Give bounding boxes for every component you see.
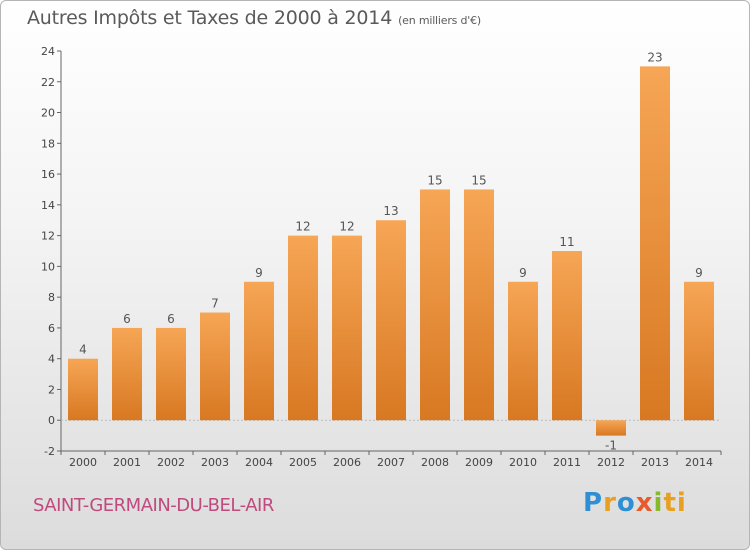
y-tick-label: 2	[48, 383, 55, 396]
x-tick-label: 2012	[597, 456, 625, 469]
bar	[684, 281, 714, 421]
data-label: -1	[605, 439, 617, 453]
y-tick-label: 6	[48, 322, 55, 335]
y-tick-label: 22	[41, 76, 55, 89]
bar	[596, 420, 626, 436]
bar	[420, 189, 450, 421]
place-name: SAINT-GERMAIN-DU-BEL-AIR	[33, 495, 274, 516]
y-tick-label: 10	[41, 260, 55, 273]
y-tick-label: 16	[41, 168, 55, 181]
logo-letter: i	[653, 488, 664, 518]
logo-letter: o	[616, 488, 636, 518]
data-label: 9	[519, 266, 527, 280]
x-tick-label: 2000	[69, 456, 97, 469]
bar	[640, 66, 670, 421]
logo-letter: x	[635, 488, 654, 518]
x-tick-label: 2004	[245, 456, 273, 469]
data-label: 6	[123, 312, 131, 326]
bar	[464, 189, 494, 421]
bar	[508, 281, 538, 421]
y-tick-label: 4	[48, 353, 55, 366]
x-tick-label: 2005	[289, 456, 317, 469]
chart-unit: (en milliers d'€)	[398, 14, 481, 27]
bars	[68, 66, 714, 436]
proxiti-logo: Proxiti	[583, 488, 687, 518]
y-tick-label: -2	[44, 445, 55, 458]
data-label: 6	[167, 312, 175, 326]
x-tick-label: 2013	[641, 456, 669, 469]
bar	[376, 220, 406, 421]
y-tick-label: 14	[41, 199, 55, 212]
bar	[288, 235, 318, 421]
data-label: 15	[471, 173, 486, 187]
bar	[112, 327, 142, 421]
data-label: 9	[695, 266, 703, 280]
data-label: 23	[647, 50, 662, 64]
bar	[244, 281, 274, 421]
data-label: 7	[211, 297, 219, 311]
data-label: 4	[79, 343, 87, 357]
y-tick-label: 24	[41, 45, 55, 58]
data-labels: 4 6 6 7 9 12 12 13 15 15 9 11 -1 23 9	[79, 50, 703, 452]
x-tick-label: 2003	[201, 456, 229, 469]
y-tick-label: 12	[41, 230, 55, 243]
y-tick-label: 0	[48, 414, 55, 427]
data-label: 13	[383, 204, 398, 218]
x-tick-label: 2006	[333, 456, 361, 469]
bar	[552, 251, 582, 421]
logo-letter: r	[603, 488, 617, 518]
logo-letter: ti	[663, 488, 687, 518]
bar	[156, 327, 186, 421]
y-tick-label: 18	[41, 137, 55, 150]
x-tick-label: 2009	[465, 456, 493, 469]
bar	[200, 312, 230, 421]
data-label: 12	[339, 220, 354, 234]
bar	[68, 358, 98, 421]
data-label: 11	[559, 235, 574, 249]
x-tick-label: 2010	[509, 456, 537, 469]
data-label: 9	[255, 266, 263, 280]
x-tick-label: 2001	[113, 456, 141, 469]
logo-letter: P	[583, 488, 604, 518]
x-tick-label: 2014	[685, 456, 713, 469]
data-label: 15	[427, 173, 442, 187]
x-tick-label: 2007	[377, 456, 405, 469]
chart-title-text: Autres Impôts et Taxes de 2000 à 2014	[27, 7, 393, 29]
data-label: 12	[295, 220, 310, 234]
bar	[332, 235, 362, 421]
chart-title: Autres Impôts et Taxes de 2000 à 2014 (en…	[27, 7, 481, 29]
x-tick-label: 2011	[553, 456, 581, 469]
y-tick-label: 8	[48, 291, 55, 304]
y-tick-label: 20	[41, 107, 55, 120]
x-tick-label: 2002	[157, 456, 185, 469]
x-tick-label: 2008	[421, 456, 449, 469]
